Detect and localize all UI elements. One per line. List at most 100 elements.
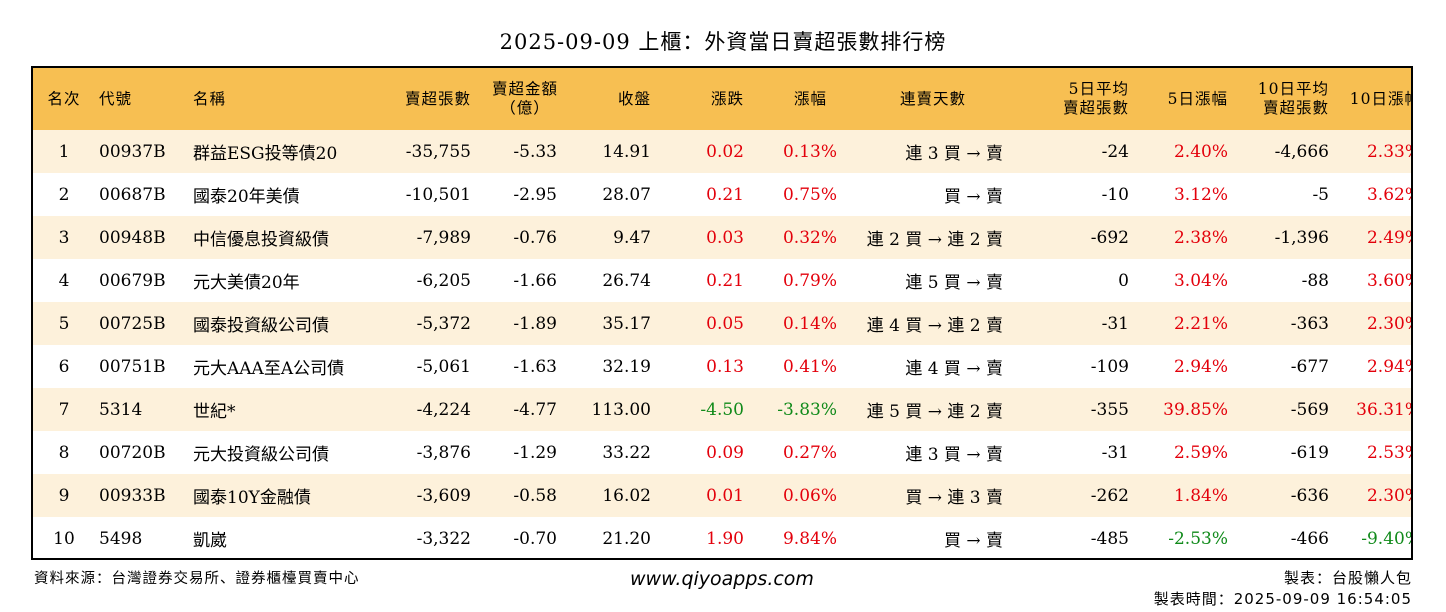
table-header: 名次 代號 名稱 賣超張數 賣超金額 （億） 收盤 漲跌 漲幅 連賣天數 5日平… [33, 68, 1411, 130]
cell-code: 00687B [99, 184, 166, 205]
cell-change-pct: 0.41% [782, 356, 837, 377]
cell-avg5: -109 [1090, 356, 1129, 377]
cell-code: 00751B [99, 356, 166, 377]
cell-rank: 5 [58, 313, 70, 334]
cell-name: 國泰10Y金融債 [193, 488, 311, 508]
cell-sell-amount: -0.76 [513, 227, 557, 248]
cell-change-pct: 0.06% [782, 485, 837, 506]
cell-rank: 7 [58, 399, 70, 420]
header-rank: 名次 [47, 89, 81, 108]
header-pct5: 5日漲幅 [1167, 89, 1228, 108]
cell-code: 00725B [99, 313, 166, 334]
cell-pct5: 2.59% [1173, 442, 1228, 463]
cell-sell-amount: -5.33 [513, 141, 557, 162]
table-row: 6 00751B 元大AAA至A公司債 -5,061 -1.63 32.19 0.13 0.4… [33, 345, 1411, 388]
cell-code: 5314 [99, 399, 143, 420]
cell-rank: 10 [53, 528, 75, 549]
cell-close: 113.00 [591, 399, 651, 420]
cell-streak: 買 → 賣 [943, 187, 1003, 207]
data-source-note: 資料來源：台灣證券交易所、證券櫃檯買賣中心 [34, 571, 360, 587]
cell-sell-lots: -10,501 [405, 184, 471, 205]
cell-pct10: 2.49% [1366, 227, 1411, 248]
header-sell-lots: 賣超張數 [404, 89, 471, 108]
cell-name: 國泰投資級公司債 [193, 316, 329, 336]
cell-rank: 1 [58, 141, 70, 162]
header-code: 代號 [99, 89, 133, 108]
cell-pct5: 39.85% [1163, 399, 1228, 420]
maker-note: 製表：台股懶人包 [1283, 569, 1412, 587]
cell-change-pct: 9.84% [782, 528, 837, 549]
cell-sell-lots: -7,989 [416, 227, 471, 248]
table-row: 4 00679B 元大美債20年 -6,205 -1.66 26.74 0.21 0.79% 連… [33, 259, 1411, 302]
page-title: 2025-09-09 上櫃：外資當日賣超張數排行榜 [499, 30, 947, 54]
cell-avg5: -355 [1090, 399, 1129, 420]
cell-sell-lots: -3,876 [416, 442, 471, 463]
website-link[interactable]: www.qiyoapps.com [630, 568, 814, 590]
cell-pct10: 36.31% [1356, 399, 1411, 420]
cell-sell-amount: -1.29 [513, 442, 557, 463]
header-sell-amount: 賣超金額 （億） [475, 68, 575, 130]
cell-pct10: -9.40% [1361, 528, 1411, 549]
table-row: 7 5314 世紀* -4,224 -4.77 113.00 -4.50 -3.83% 連 5 … [33, 388, 1411, 431]
cell-change: 0.21 [706, 270, 744, 291]
header-avg10-line1: 10日平均 [1257, 80, 1329, 98]
cell-avg10: -677 [1290, 356, 1329, 377]
header-avg5-line1: 5日平均 [1068, 80, 1129, 98]
cell-avg10: -363 [1290, 313, 1329, 334]
cell-close: 33.22 [602, 442, 651, 463]
header-change-pct: 漲幅 [793, 89, 827, 108]
cell-pct10: 2.53% [1366, 442, 1411, 463]
cell-streak: 連 2 買 → 連 2 賣 [866, 230, 1003, 250]
cell-close: 35.17 [602, 313, 651, 334]
cell-sell-amount: -0.58 [513, 485, 557, 506]
cell-name: 凱崴 [193, 531, 227, 551]
cell-sell-amount: -1.66 [513, 270, 557, 291]
cell-close: 28.07 [602, 184, 651, 205]
cell-pct10: 2.30% [1366, 485, 1411, 506]
cell-avg5: -485 [1090, 528, 1129, 549]
cell-close: 16.02 [602, 485, 651, 506]
cell-close: 21.20 [602, 528, 651, 549]
cell-avg5: -692 [1090, 227, 1129, 248]
cell-change: 0.21 [706, 184, 744, 205]
cell-change-pct: 0.75% [782, 184, 837, 205]
cell-avg10: -636 [1290, 485, 1329, 506]
cell-rank: 6 [58, 356, 70, 377]
cell-code: 00679B [99, 270, 166, 291]
table-row: 3 00948B 中信優息投資級債 -7,989 -0.76 9.47 0.03 0.32% 連… [33, 216, 1411, 259]
cell-rank: 2 [58, 184, 70, 205]
cell-close: 14.91 [602, 141, 651, 162]
cell-change-pct: 0.32% [782, 227, 837, 248]
cell-avg10: -4,666 [1274, 141, 1329, 162]
cell-streak: 買 → 連 3 賣 [905, 488, 1003, 508]
cell-change: 0.13 [706, 356, 744, 377]
cell-pct5: 3.12% [1173, 184, 1228, 205]
cell-streak: 買 → 賣 [943, 531, 1003, 551]
cell-avg5: 0 [1118, 270, 1129, 291]
cell-change: 0.01 [706, 485, 744, 506]
cell-avg5: -10 [1101, 184, 1129, 205]
cell-name: 元大美債20年 [193, 273, 300, 293]
cell-code: 00948B [99, 227, 166, 248]
header-avg10-line2: 賣超張數 [1262, 99, 1329, 117]
table-row: 9 00933B 國泰10Y金融債 -3,609 -0.58 16.02 0.01 0.06%… [33, 474, 1411, 517]
cell-streak: 連 5 買 → 賣 [905, 273, 1003, 293]
cell-pct10: 3.60% [1366, 270, 1411, 291]
cell-avg10: -569 [1290, 399, 1329, 420]
cell-rank: 3 [58, 227, 70, 248]
table-row: 2 00687B 國泰20年美債 -10,501 -2.95 28.07 0.21 0.75%… [33, 173, 1411, 216]
cell-change: 0.09 [706, 442, 744, 463]
generated-time: 製表時間：2025-09-09 16:54:05 [1153, 590, 1412, 608]
cell-change-pct: 0.79% [782, 270, 837, 291]
cell-avg10: -5 [1312, 184, 1329, 205]
cell-pct5: 2.38% [1173, 227, 1228, 248]
header-pct10: 10日漲幅 [1349, 89, 1411, 108]
cell-pct5: -2.53% [1168, 528, 1228, 549]
cell-streak: 連 4 買 → 連 2 賣 [866, 316, 1003, 336]
cell-sell-amount: -0.70 [513, 528, 557, 549]
cell-name: 群益ESG投等債20 [193, 144, 338, 164]
cell-close: 9.47 [613, 227, 651, 248]
cell-code: 00933B [99, 485, 166, 506]
cell-pct5: 2.40% [1173, 141, 1228, 162]
cell-change-pct: 0.27% [782, 442, 837, 463]
